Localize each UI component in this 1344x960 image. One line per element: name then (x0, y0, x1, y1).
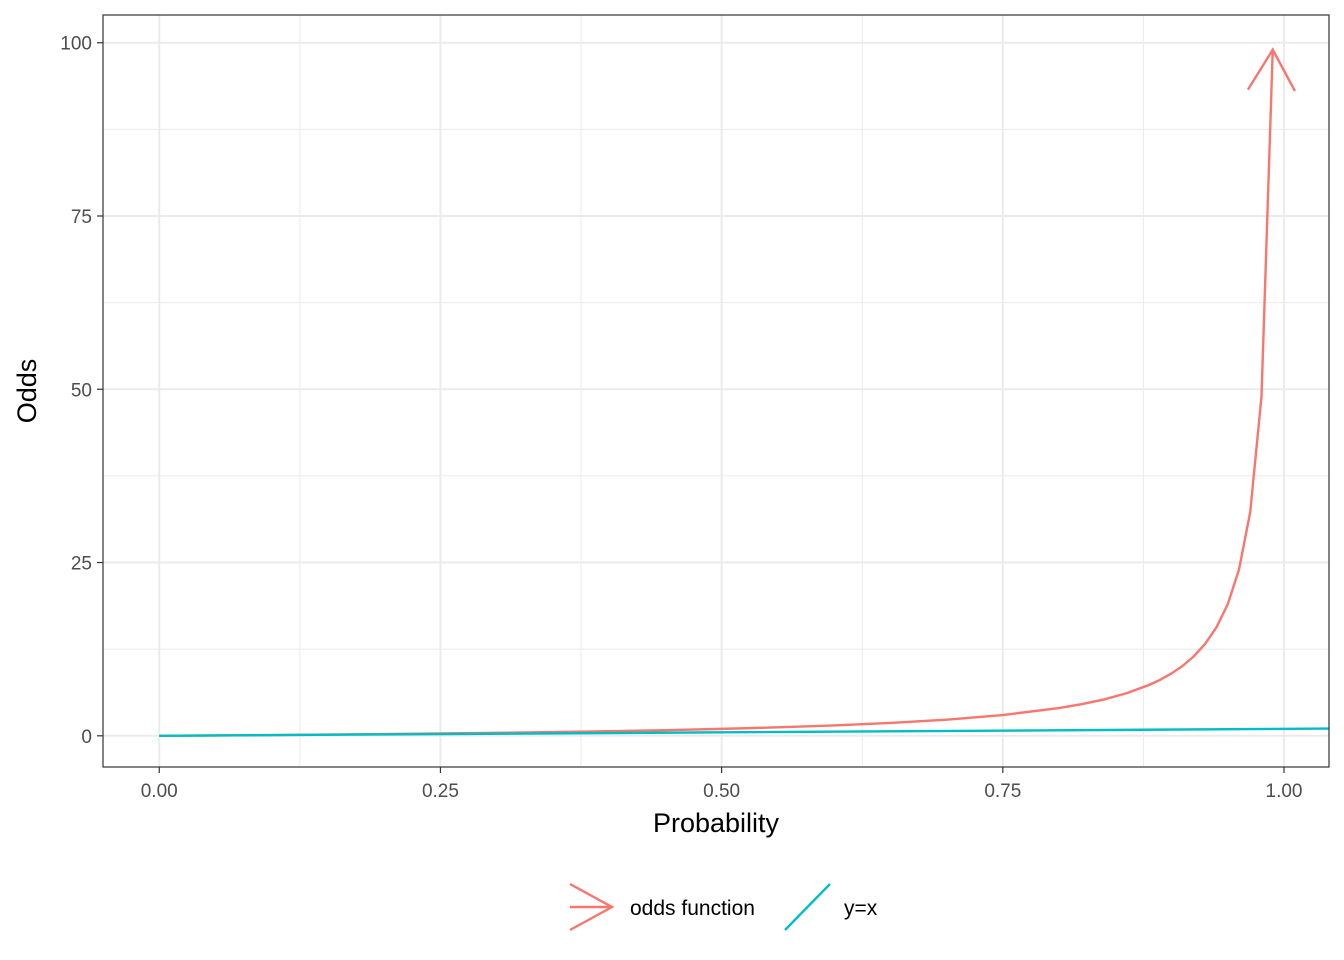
minor-gridlines (103, 15, 1329, 767)
legend-key-odds-function (569, 882, 615, 932)
x-tick-label: 0.75 (984, 781, 1021, 802)
major-gridlines (103, 15, 1329, 767)
x-tick-label: 0.00 (141, 781, 178, 802)
y-axis-title: Odds (12, 359, 42, 424)
x-tick-label: 0.25 (422, 781, 459, 802)
x-tick-label: 1.00 (1266, 781, 1303, 802)
series-arrowhead-odds-function (1246, 47, 1296, 92)
series-line-odds-function (159, 49, 1274, 738)
legend-label-odds-function: odds function (630, 897, 755, 920)
y-tick-label: 75 (71, 207, 92, 228)
panel-border (102, 14, 1330, 768)
legend-key-y-equals-x (784, 883, 831, 931)
axis-ticks (97, 42, 1285, 773)
tick-labels: 0.00 0.25 0.50 0.75 1.00 0 25 50 75 100 (60, 34, 1302, 802)
x-axis-title: Probability (653, 808, 780, 838)
legend: odds function y=x (569, 882, 878, 932)
series-line-y-x (159, 727, 1329, 738)
y-tick-label: 0 (81, 727, 92, 748)
y-tick-label: 25 (71, 554, 92, 575)
series-lines (159, 47, 1329, 738)
x-tick-label: 0.50 (703, 781, 740, 802)
legend-diagonal-line (784, 883, 831, 931)
legend-label-y-equals-x: y=x (844, 897, 878, 920)
y-tick-label: 100 (60, 34, 92, 55)
y-tick-label: 50 (71, 380, 92, 401)
